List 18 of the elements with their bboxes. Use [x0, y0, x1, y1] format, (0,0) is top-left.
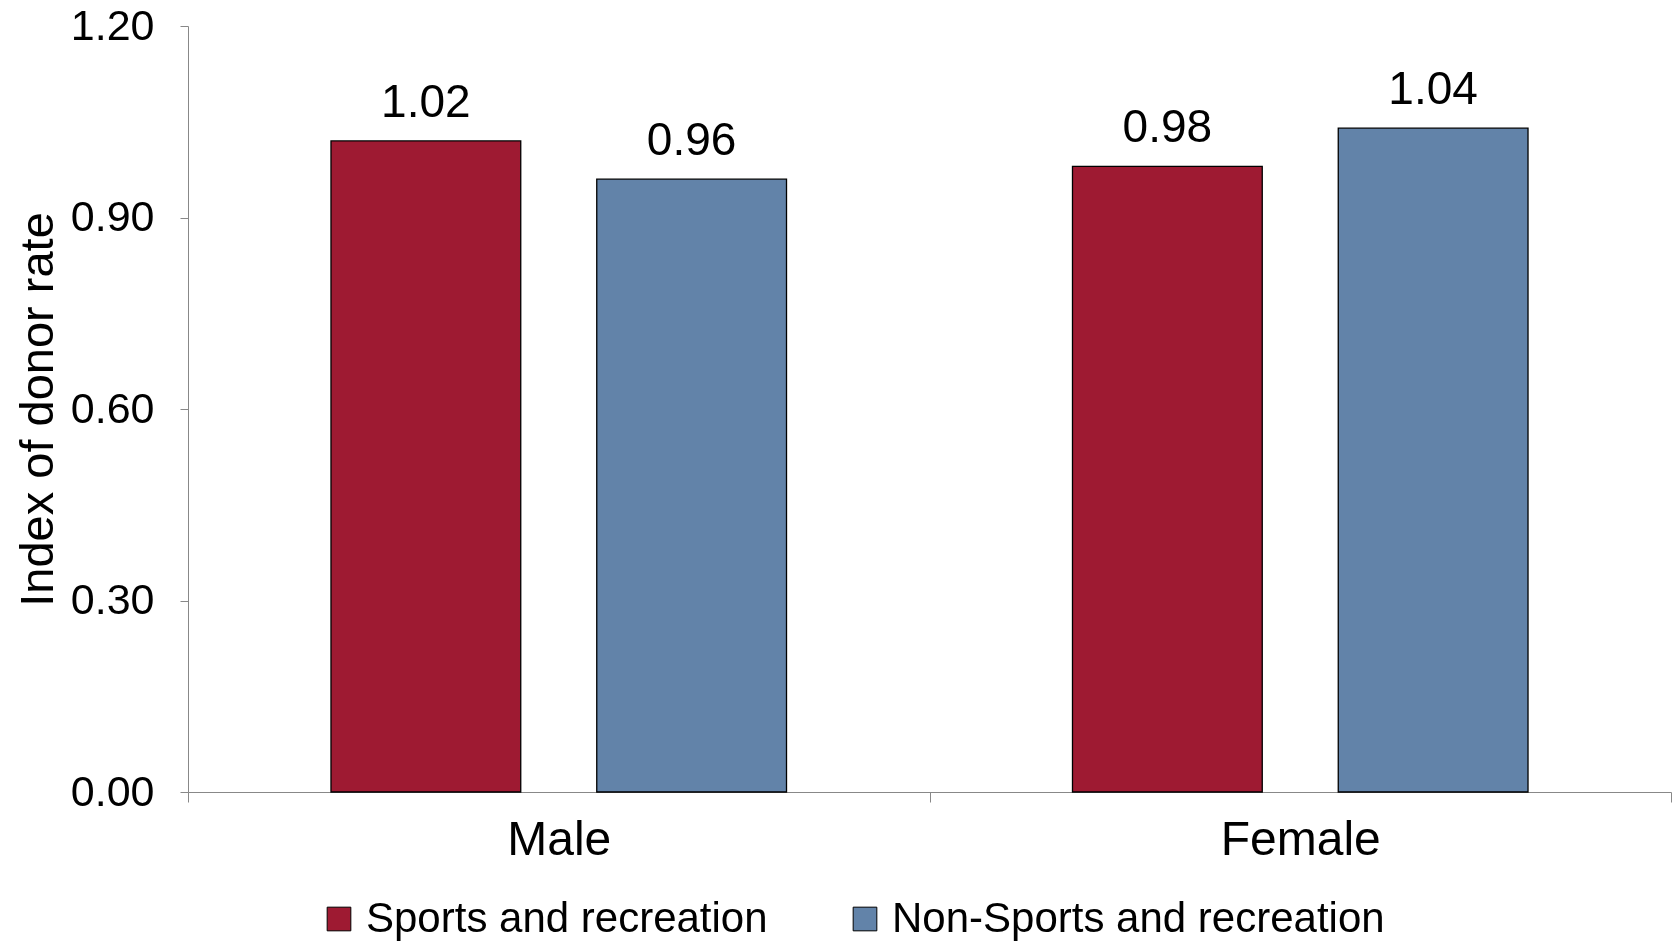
y-axis-title: Index of donor rate	[9, 212, 63, 607]
y-tick-label: 0.00	[70, 766, 155, 815]
bar	[1337, 127, 1529, 793]
data-label: 1.02	[381, 74, 471, 127]
data-label: 0.98	[1122, 100, 1213, 153]
bar	[1071, 165, 1263, 793]
x-tick-label: Male	[507, 811, 612, 865]
y-tick-label: 0.30	[70, 575, 155, 623]
legend-label: Sports and recreation	[366, 894, 768, 941]
y-tick-label: 1.20	[70, 0, 155, 49]
data-label: 1.04	[1388, 62, 1478, 115]
y-tick-label: 0.60	[70, 383, 155, 432]
bar	[596, 178, 788, 793]
bar	[330, 140, 522, 793]
y-tick-label: 0.90	[70, 192, 155, 240]
x-tick-label: Female	[1220, 811, 1381, 865]
data-label: 0.96	[646, 113, 737, 166]
legend-label: Non-Sports and recreation	[892, 894, 1385, 941]
